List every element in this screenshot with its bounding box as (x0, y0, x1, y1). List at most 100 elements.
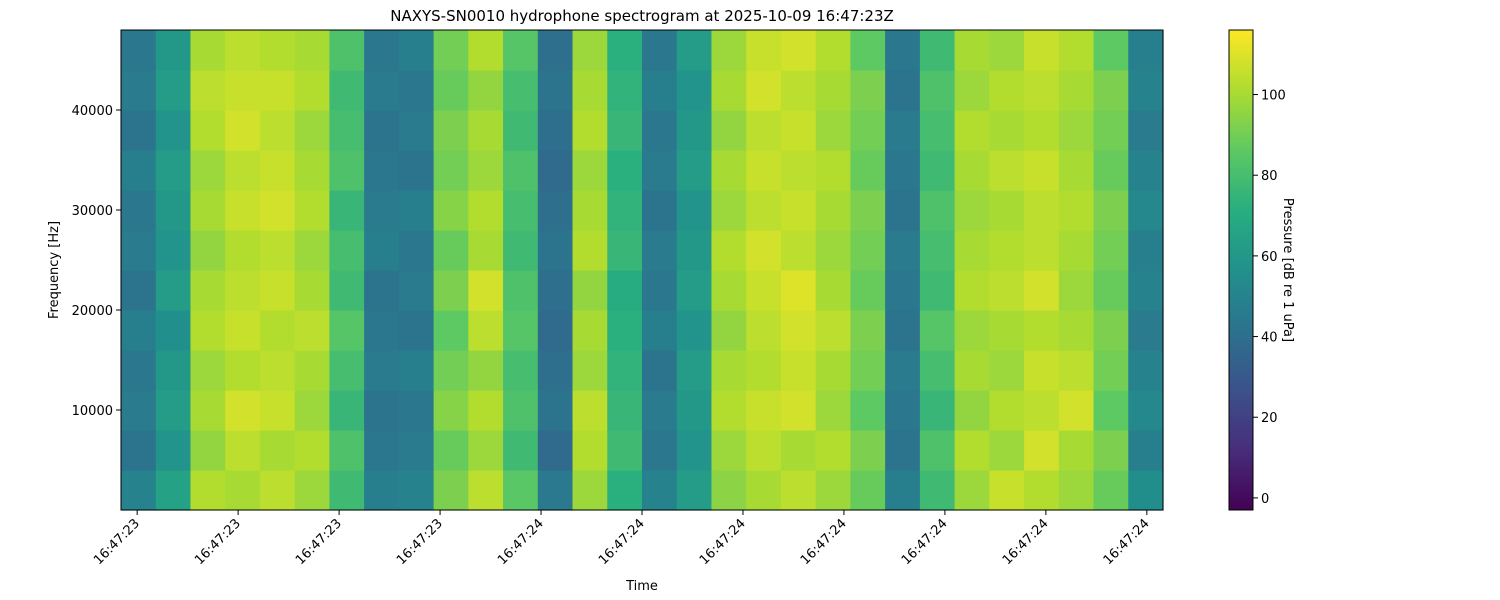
heatmap-cell (780, 110, 817, 151)
heatmap-cell (398, 350, 435, 391)
heatmap-cell (1093, 350, 1129, 391)
heatmap-cell (190, 310, 226, 351)
heatmap-cell (711, 390, 747, 431)
heatmap-cell (1058, 230, 1095, 271)
heatmap-cell (815, 390, 851, 431)
heatmap-cell (155, 430, 192, 471)
heatmap-cell (1128, 70, 1164, 111)
heatmap-cell (711, 30, 747, 71)
heatmap-cell (607, 350, 643, 391)
heatmap-cell (885, 430, 921, 471)
heatmap-cell (780, 30, 817, 71)
heatmap-cell (780, 270, 817, 311)
x-tick-label: 16:47:23 (293, 516, 345, 568)
heatmap-cell (607, 190, 643, 231)
heatmap-cell (364, 230, 400, 271)
heatmap-cell (954, 150, 990, 191)
heatmap-cell (468, 190, 504, 231)
heatmap-cell (364, 270, 400, 311)
heatmap-cell (1093, 390, 1129, 431)
heatmap-cell (329, 470, 365, 511)
heatmap-cell (954, 230, 990, 271)
heatmap-cell (850, 70, 886, 111)
heatmap-cell (433, 470, 469, 511)
heatmap-cell (989, 70, 1025, 111)
heatmap-cell (329, 430, 365, 471)
heatmap-cell (294, 310, 330, 351)
heatmap-cell (190, 270, 226, 311)
heatmap-cell (433, 30, 469, 71)
colorbar-tick-label: 20 (1261, 411, 1278, 426)
heatmap-cell (537, 310, 574, 351)
x-tick-label: 16:47:23 (91, 516, 143, 568)
heatmap-cell (1093, 270, 1129, 311)
heatmap-cell (225, 470, 261, 511)
heatmap-cell (259, 310, 296, 351)
heatmap-cell (954, 470, 990, 511)
heatmap-cell (954, 390, 990, 431)
heatmap-cell (468, 30, 504, 71)
heatmap-cell (642, 270, 678, 311)
heatmap-cell (259, 70, 296, 111)
heatmap-cell (1128, 230, 1164, 271)
heatmap-cell (607, 30, 643, 71)
heatmap-cell (572, 70, 608, 111)
heatmap-cell (780, 70, 817, 111)
heatmap-cell (642, 230, 678, 271)
heatmap-cell (398, 30, 435, 71)
colorbar-tick-label: 60 (1261, 250, 1278, 265)
heatmap-cell (190, 470, 226, 511)
heatmap-cell (572, 310, 608, 351)
heatmap-cell (537, 270, 574, 311)
heatmap-cell (225, 230, 261, 271)
heatmap-cell (1024, 190, 1060, 231)
heatmap-cell (294, 190, 330, 231)
heatmap-cell (780, 190, 817, 231)
heatmap-cell (537, 150, 574, 191)
heatmap-cell (954, 310, 990, 351)
heatmap-cell (989, 390, 1025, 431)
heatmap-cell (954, 30, 990, 71)
heatmap-cell (121, 430, 157, 471)
heatmap-cell (572, 270, 608, 311)
x-tick-label: 16:47:24 (697, 516, 749, 568)
heatmap-cell (676, 350, 713, 391)
heatmap-cell (433, 350, 469, 391)
heatmap-cell (885, 70, 921, 111)
heatmap-cell (1024, 70, 1060, 111)
heatmap-cell (190, 230, 226, 271)
heatmap-cell (711, 190, 747, 231)
heatmap-cell (225, 390, 261, 431)
heatmap-cell (1058, 190, 1095, 231)
heatmap-cell (190, 430, 226, 471)
heatmap-cell (294, 70, 330, 111)
heatmap-cell (364, 350, 400, 391)
heatmap-cell (746, 270, 782, 311)
heatmap-cell (259, 110, 296, 151)
heatmap-cell (607, 110, 643, 151)
heatmap-cell (607, 70, 643, 111)
heatmap-cell (1093, 310, 1129, 351)
heatmap-cell (329, 70, 365, 111)
heatmap-cell (850, 110, 886, 151)
heatmap-cell (537, 470, 574, 511)
heatmap-cell (746, 350, 782, 391)
x-tick-label: 16:47:23 (192, 516, 244, 568)
heatmap-cell (190, 110, 226, 151)
heatmap-cell (398, 150, 435, 191)
heatmap-cell (607, 390, 643, 431)
heatmap-cell (1058, 150, 1095, 191)
heatmap-cell (954, 350, 990, 391)
heatmap-cell (1058, 350, 1095, 391)
heatmap-cell (259, 470, 296, 511)
colorbar (1228, 29, 1254, 511)
heatmap-cell (398, 390, 435, 431)
heatmap-cell (780, 150, 817, 191)
heatmap-cell (746, 190, 782, 231)
heatmap-cell (850, 150, 886, 191)
x-tick-label: 16:47:24 (1000, 516, 1052, 568)
heatmap-cell (121, 30, 157, 71)
colorbar-tick-label: 0 (1261, 492, 1269, 507)
heatmap-cell (259, 190, 296, 231)
